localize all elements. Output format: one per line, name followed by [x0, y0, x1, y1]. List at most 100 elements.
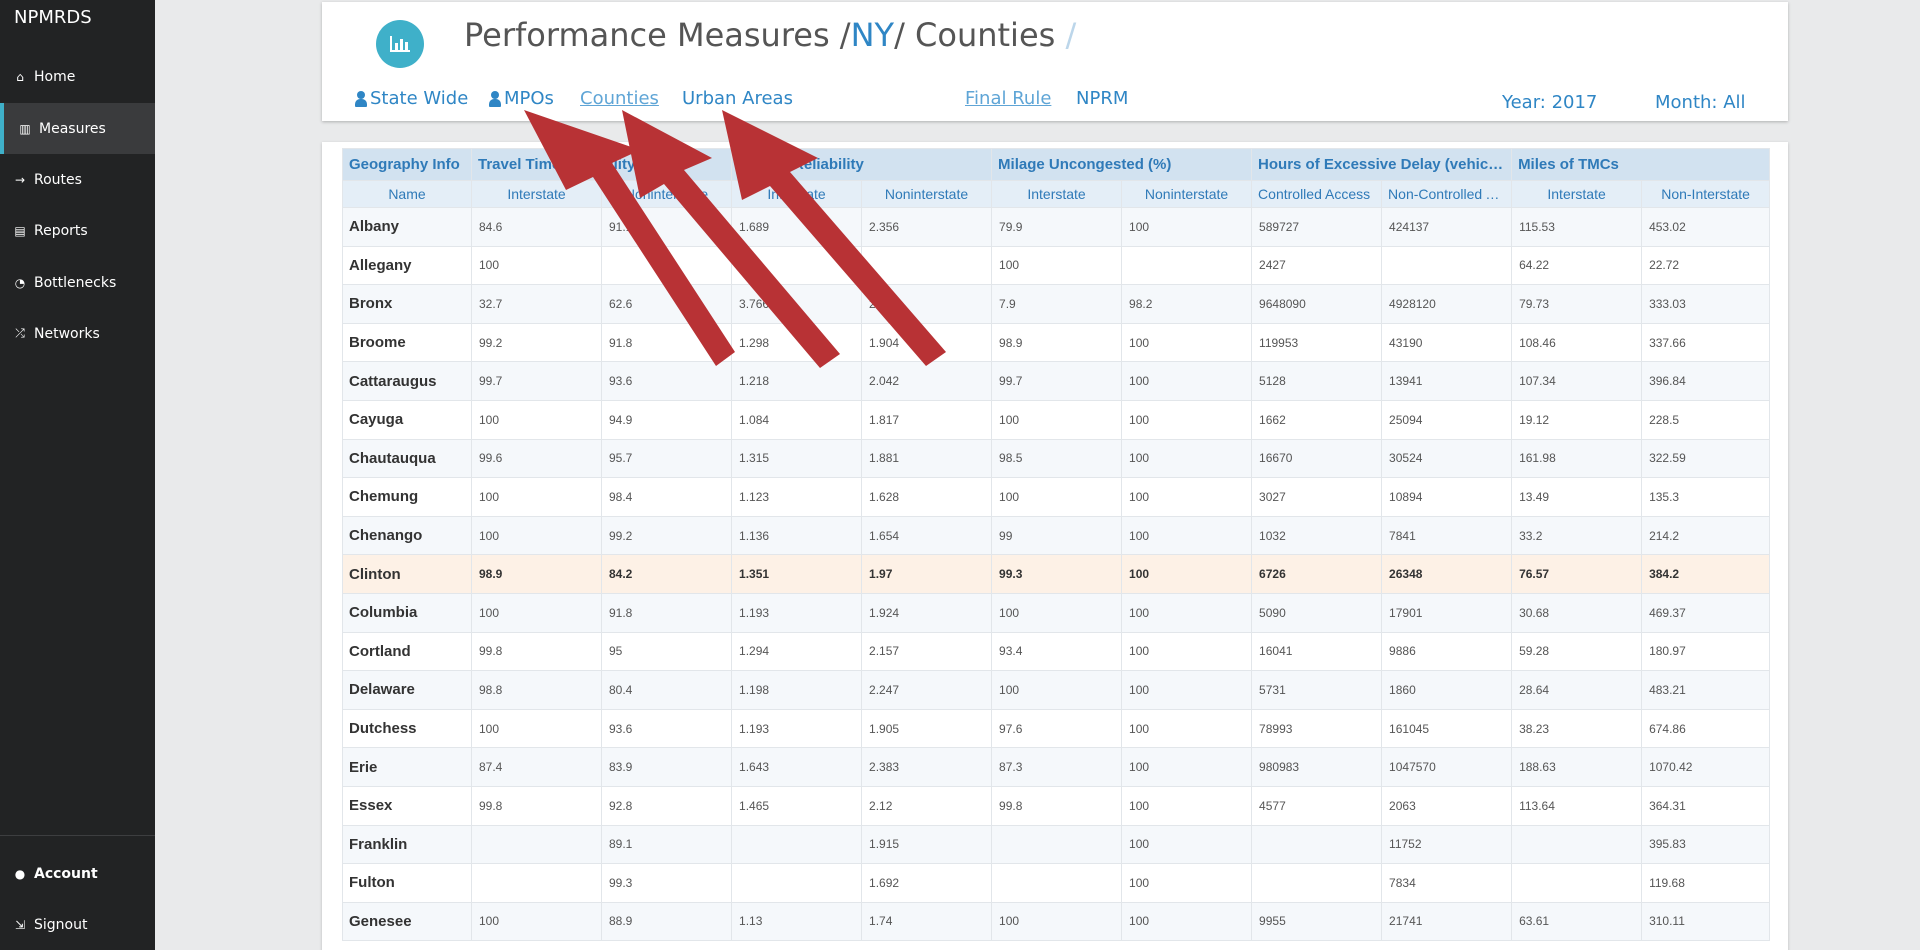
table-cell: 1070.42	[1641, 747, 1771, 787]
year-filter[interactable]: Year: 2017	[1502, 92, 1598, 113]
table-cell: 21741	[1381, 901, 1513, 942]
table-row[interactable]: Broome 99.2 91.8 1.298 1.904 98.9 100 119953 431…	[342, 322, 1771, 363]
table-cell: 5128	[1251, 361, 1383, 401]
column-header[interactable]: Interstate	[471, 180, 602, 208]
column-header[interactable]: Noninterstate	[861, 180, 993, 208]
table-cell: 395.83	[1641, 824, 1771, 865]
tab-urban-areas[interactable]: Urban Areas	[682, 88, 793, 109]
table-row[interactable]: Franklin 89.1 1.915 100 11752 395.83	[342, 824, 1771, 865]
table-cell: 214.2	[1641, 515, 1771, 556]
column-header[interactable]: Interstate	[1511, 180, 1643, 208]
sidebar-item-routes[interactable]: → Routes	[0, 154, 155, 205]
county-name-cell: Broome	[342, 322, 472, 363]
table-cell: 119.68	[1641, 863, 1771, 903]
table-cell: 453.02	[1641, 207, 1771, 247]
column-header[interactable]: Noninterstate	[600, 180, 733, 208]
table-cell: 100	[1121, 515, 1253, 556]
table-cell: 84.6	[471, 207, 602, 247]
table-cell: 2.157	[861, 631, 993, 672]
table-row[interactable]: Cattaraugus 99.7 93.6 1.218 2.042 99.7 100 5128…	[342, 361, 1771, 401]
tab-counties[interactable]: Counties	[580, 88, 659, 109]
table-cell: 100	[1121, 901, 1253, 942]
column-header[interactable]: Non-Controlled Access	[1381, 180, 1513, 208]
table-cell: 97.6	[991, 708, 1123, 749]
title-state-link[interactable]: NY	[850, 16, 895, 54]
table-cell: 62.6	[600, 284, 733, 324]
table-cell: 78993	[1251, 708, 1383, 749]
column-header[interactable]: Interstate	[731, 180, 863, 208]
table-cell	[1121, 245, 1253, 286]
table-cell: 188.63	[1511, 747, 1643, 787]
table-cell: 100	[1121, 361, 1253, 401]
sidebar-item-measures[interactable]: ▥ Measures	[0, 103, 155, 154]
table-cell: 1.924	[861, 592, 993, 633]
table-cell: 30524	[1381, 438, 1513, 479]
tab-label: State Wide	[370, 88, 469, 109]
sidebar-item-home[interactable]: ⌂ Home	[0, 51, 155, 102]
table-cell: 100	[1121, 785, 1253, 826]
table-cell: 1032	[1251, 515, 1383, 556]
page-title: Performance Measures /NY/ Counties /	[464, 16, 1076, 54]
table-row[interactable]: Genesee 100 88.9 1.13 1.74 100 100 9955 21741 63.…	[342, 901, 1771, 942]
table-row[interactable]: Erie 87.4 83.9 1.643 2.383 87.3 100 980983 10475…	[342, 747, 1771, 787]
gauge-icon: ◔	[14, 275, 26, 290]
tab-mpos[interactable]: MPOs	[489, 88, 554, 109]
column-header[interactable]: Non-Interstate	[1641, 180, 1771, 208]
table-cell: 1.193	[731, 592, 863, 633]
table-row[interactable]: Bronx 32.7 62.6 3.766 2.93 7.9 98.2 9648090 4928…	[342, 284, 1771, 324]
table-row[interactable]: Chautauqua 99.6 95.7 1.315 1.881 98.5 100 16670…	[342, 438, 1771, 479]
table-cell: 13.49	[1511, 477, 1643, 517]
table-cell: 25094	[1381, 399, 1513, 440]
column-header[interactable]: Controlled Access	[1251, 180, 1383, 208]
sidebar-item-reports[interactable]: ▤ Reports	[0, 205, 155, 256]
table-row[interactable]: Delaware 98.8 80.4 1.198 2.247 100 100 5731 1860…	[342, 670, 1771, 710]
brand-logo[interactable]: NPMRDS	[14, 7, 92, 28]
table-cell: 10894	[1381, 477, 1513, 517]
month-filter[interactable]: Month: All	[1655, 92, 1746, 113]
document-icon: ▤	[14, 223, 26, 238]
table-cell: 98.9	[471, 554, 602, 594]
table-row[interactable]: Columbia 100 91.8 1.193 1.924 100 100 5090 17901…	[342, 592, 1771, 633]
table-cell: 91.1	[600, 207, 733, 247]
table-row[interactable]: Chenango 100 99.2 1.136 1.654 99 100 1032 7841 33…	[342, 515, 1771, 556]
table-row[interactable]: Dutchess 100 93.6 1.193 1.905 97.6 100 78993 161…	[342, 708, 1771, 749]
table-cell: 30.68	[1511, 592, 1643, 633]
sidebar-item-label: Bottlenecks	[34, 274, 117, 291]
home-icon: ⌂	[16, 69, 24, 84]
table-row[interactable]: Essex 99.8 92.8 1.465 2.12 99.8 100 4577 2063 113…	[342, 785, 1771, 826]
table-cell: 87.3	[991, 747, 1123, 787]
column-header-name[interactable]: Name	[342, 180, 472, 208]
table-row[interactable]: Fulton 99.3 1.692 100 7834 119.68	[342, 863, 1771, 903]
table-cell: 100	[1121, 863, 1253, 903]
table-cell: 63.61	[1511, 901, 1643, 942]
table-cell: 115.53	[1511, 207, 1643, 247]
sidebar-item-label: Reports	[34, 222, 88, 239]
sidebar-item-signout[interactable]: ⇲ Signout	[0, 899, 155, 950]
table-cell: 2427	[1251, 245, 1383, 286]
group-header-delay: Hours of Excessive Delay (vehicle hours)	[1251, 148, 1513, 181]
county-name-cell: Allegany	[342, 245, 472, 286]
table-cell: 43190	[1381, 322, 1513, 363]
table-row[interactable]: Clinton 98.9 84.2 1.351 1.97 99.3 100 6726 26348…	[342, 554, 1771, 594]
tab-state-wide[interactable]: State Wide	[355, 88, 468, 109]
table-row[interactable]: Allegany 100 1.09 100 2427 64.22 22.72	[342, 245, 1771, 286]
table-row[interactable]: Cortland 99.8 95 1.294 2.157 93.4 100 16041 9886…	[342, 631, 1771, 672]
sidebar-item-account[interactable]: ● Account	[0, 848, 155, 899]
county-name-cell: Columbia	[342, 592, 472, 633]
column-header[interactable]: Interstate	[991, 180, 1123, 208]
table-row[interactable]: Cayuga 100 94.9 1.084 1.817 100 100 1662 25094 19…	[342, 399, 1771, 440]
table-cell	[1511, 863, 1643, 903]
column-header[interactable]: Noninterstate	[1121, 180, 1253, 208]
measures-table: Geography Info Travel Time Reliability F…	[342, 148, 1771, 942]
table-cell: 2.93	[861, 284, 993, 324]
sidebar-item-networks[interactable]: ⤮ Networks	[0, 308, 155, 359]
table-cell: 93.4	[991, 631, 1123, 672]
county-name-cell: Chautauqua	[342, 438, 472, 479]
tab-final-rule[interactable]: Final Rule	[965, 88, 1052, 109]
table-row[interactable]: Chemung 100 98.4 1.123 1.628 100 100 3027 10894 1…	[342, 477, 1771, 517]
table-cell: 26348	[1381, 554, 1513, 594]
table-cell: 333.03	[1641, 284, 1771, 324]
tab-nprm[interactable]: NPRM	[1076, 88, 1129, 109]
table-row[interactable]: Albany 84.6 91.1 1.689 2.356 79.9 100 589727 424…	[342, 207, 1771, 247]
sidebar-item-bottlenecks[interactable]: ◔ Bottlenecks	[0, 257, 155, 308]
